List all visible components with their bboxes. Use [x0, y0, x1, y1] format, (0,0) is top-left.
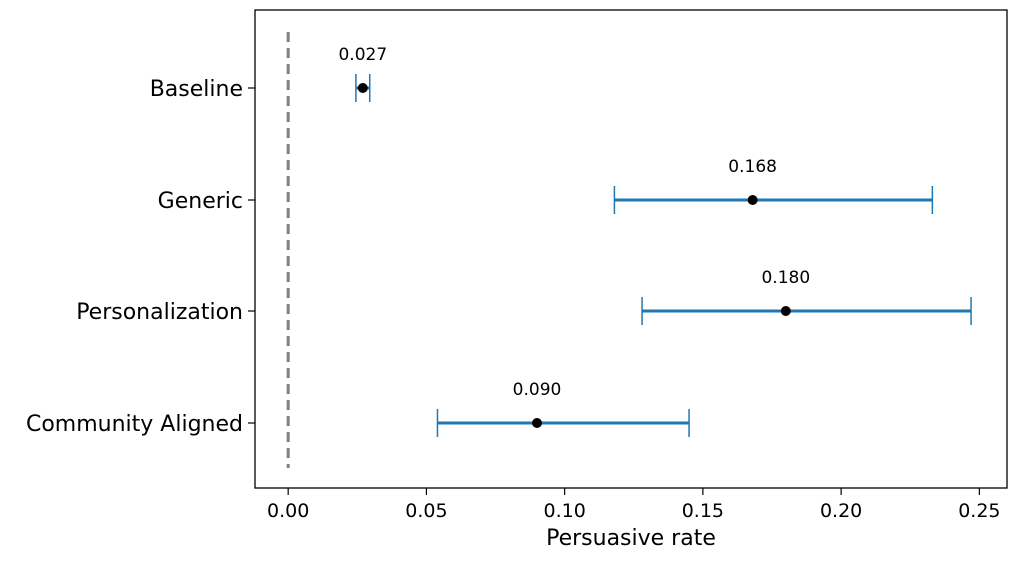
x-tick-label: 0.15 — [682, 500, 724, 522]
x-tick-label: 0.05 — [405, 500, 447, 522]
errorbars-layer: 0.027 0.168 0.180 0.090 — [338, 45, 972, 437]
x-ticks-layer: 0.00 0.05 0.10 0.15 0.20 0.25 — [267, 488, 1001, 522]
x-axis-title: Persuasive rate — [546, 526, 716, 551]
mean-point — [357, 83, 368, 93]
value-label: 0.090 — [513, 380, 562, 400]
y-ticks-layer: Baseline Generic Personalization Community … — [26, 77, 255, 437]
x-tick-label: 0.25 — [958, 500, 1000, 522]
mean-point — [780, 306, 791, 316]
mean-point — [747, 195, 758, 205]
category-label: Baseline — [150, 77, 243, 102]
category-label: Personalization — [76, 300, 243, 325]
mean-point — [532, 418, 542, 428]
category-label: Generic — [158, 189, 243, 214]
plot-frame — [254, 9, 1008, 489]
value-label: 0.168 — [728, 157, 777, 177]
x-tick-label: 0.10 — [543, 500, 585, 522]
value-label: 0.180 — [761, 268, 810, 288]
category-label: Community Aligned — [26, 412, 243, 437]
x-tick-label: 0.00 — [267, 500, 309, 522]
x-tick-label: 0.20 — [820, 500, 862, 522]
value-label: 0.027 — [338, 45, 387, 65]
